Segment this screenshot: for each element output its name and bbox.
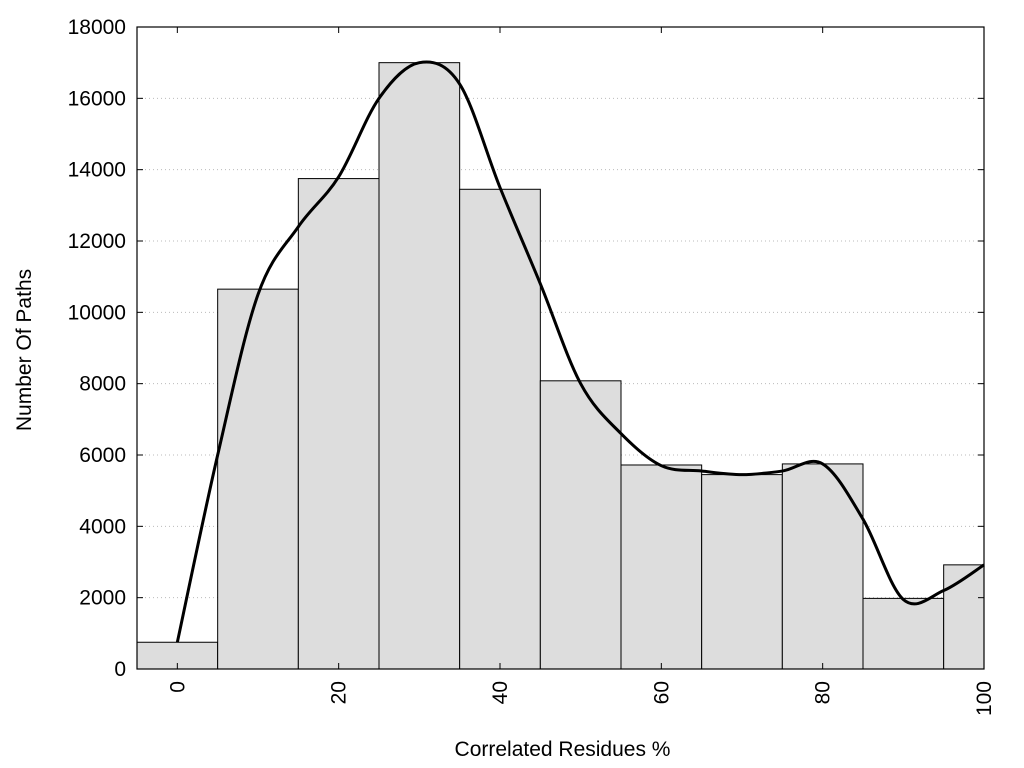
y-tick-label: 18000: [68, 16, 126, 39]
y-tick-label: 4000: [79, 515, 126, 538]
y-tick-label: 16000: [68, 87, 126, 110]
bar: [217, 288, 299, 670]
y-tick-label: 8000: [79, 373, 126, 396]
x-tick-label: 40: [489, 681, 512, 704]
bar: [781, 463, 864, 670]
x-tick-label: 80: [812, 681, 835, 704]
x-tick-label: 100: [973, 681, 996, 716]
y-tick-label: 0: [114, 658, 126, 681]
density-curve-layer: [175, 60, 985, 643]
bar: [701, 474, 783, 670]
bar: [297, 178, 380, 670]
bars: [136, 62, 985, 670]
x-tick-label: 20: [328, 681, 351, 704]
y-tick-label: 14000: [68, 159, 126, 182]
bar: [620, 464, 703, 670]
x-tick-label: 60: [650, 681, 673, 704]
density-curve: [175, 60, 985, 643]
y-tick-label: 6000: [79, 444, 126, 467]
x-tick-label: 0: [166, 681, 189, 693]
y-axis-title: Number Of Paths: [13, 269, 36, 431]
bar: [943, 564, 985, 670]
y-tick-label: 12000: [68, 230, 126, 253]
bar: [459, 188, 541, 670]
bar: [539, 380, 622, 670]
plot-frame: [136, 26, 985, 670]
y-tick-label: 10000: [68, 301, 126, 324]
y-tick-label: 2000: [79, 587, 126, 610]
bar: [862, 597, 945, 670]
x-axis-title: Correlated Residues %: [455, 738, 671, 761]
axis-ticks: 0 2000 4000 6000 8000 10000 12000 14000 16000 180…: [68, 16, 996, 716]
bar: [378, 62, 461, 670]
